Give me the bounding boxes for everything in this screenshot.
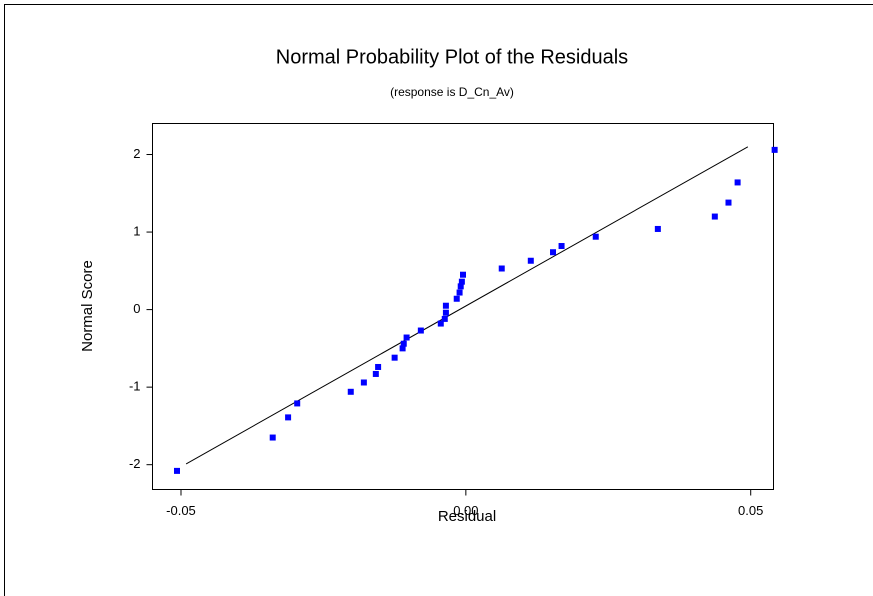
x-tick-label: -0.05 xyxy=(166,503,196,518)
point xyxy=(400,340,407,347)
reference-line xyxy=(185,146,749,465)
x-axis-label: Residual xyxy=(438,508,496,525)
point xyxy=(417,327,424,334)
point xyxy=(442,302,449,309)
point xyxy=(771,146,778,153)
point xyxy=(437,320,444,327)
y-tick-label: -1 xyxy=(129,379,141,394)
chart-title: Normal Probability Plot of the Residuals xyxy=(276,46,628,68)
point xyxy=(460,271,466,278)
frame xyxy=(4,4,873,596)
point xyxy=(441,315,448,322)
y-tick-label: 2 xyxy=(133,146,140,161)
point xyxy=(458,278,465,285)
point xyxy=(403,334,410,341)
point xyxy=(347,388,354,395)
point xyxy=(558,243,565,250)
y-tick-label: 1 xyxy=(133,223,140,238)
point xyxy=(269,434,276,441)
point xyxy=(399,345,406,352)
y-tick-label: -2 xyxy=(129,456,141,471)
y-axis-label: Normal Score xyxy=(79,260,96,352)
point xyxy=(550,249,557,256)
x-tick-label: 0.00 xyxy=(453,503,478,518)
point xyxy=(654,225,661,232)
point xyxy=(375,363,382,370)
point xyxy=(453,295,460,302)
point xyxy=(372,370,379,377)
point xyxy=(734,179,741,186)
point xyxy=(456,289,463,296)
point xyxy=(711,213,718,220)
point xyxy=(457,283,464,290)
plot-area xyxy=(152,123,774,490)
point xyxy=(173,467,180,474)
point xyxy=(592,233,599,240)
point xyxy=(360,379,367,386)
point xyxy=(725,199,732,206)
x-tick-label: 0.05 xyxy=(738,503,763,518)
y-tick-label: 0 xyxy=(133,301,140,316)
point xyxy=(527,257,534,264)
point xyxy=(498,265,505,272)
point xyxy=(391,354,398,361)
point xyxy=(285,414,292,421)
chart-subtitle: (response is D_Cn_Av) xyxy=(390,85,514,99)
point xyxy=(442,309,449,316)
point xyxy=(294,400,301,407)
